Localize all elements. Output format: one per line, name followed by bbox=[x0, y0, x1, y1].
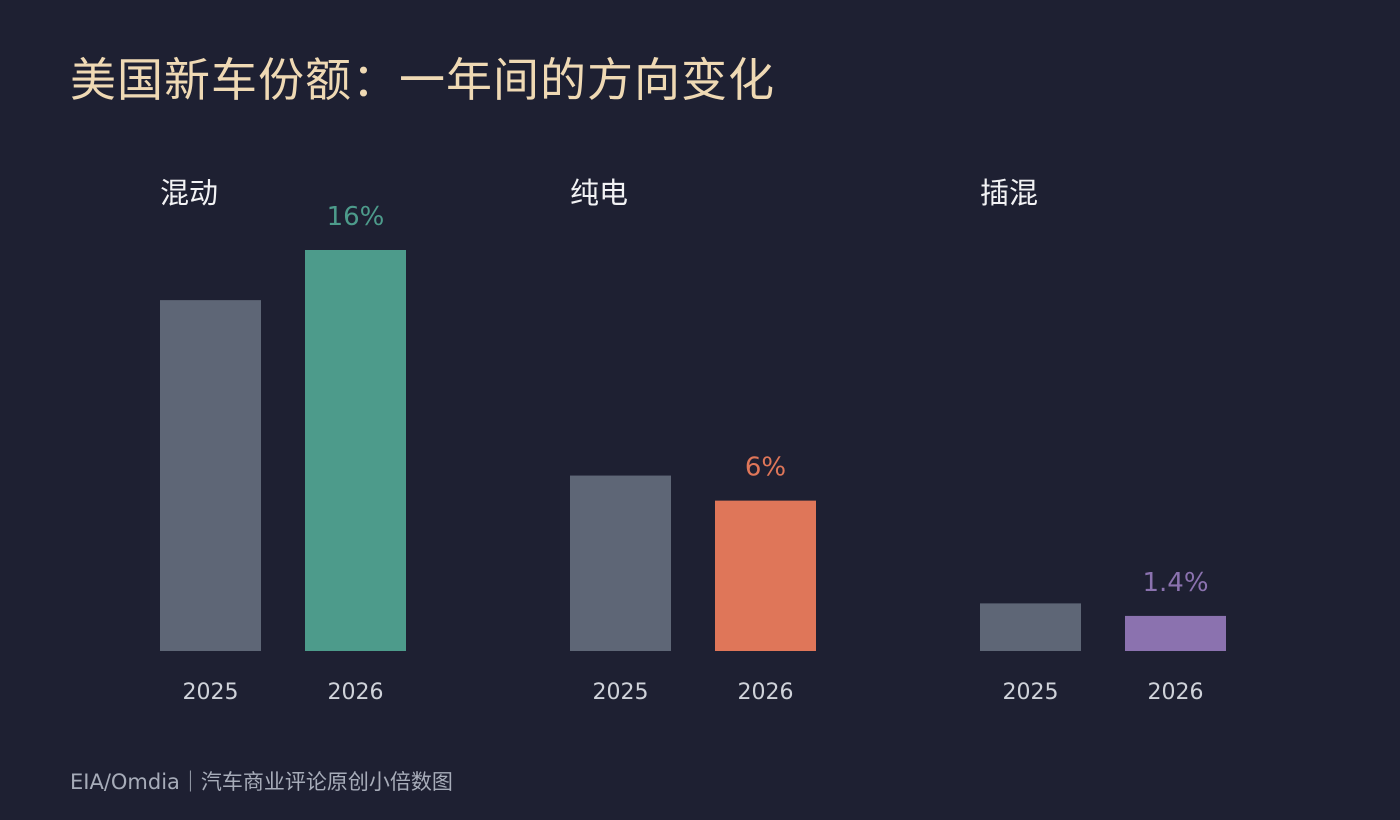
bar-2025 bbox=[980, 603, 1081, 651]
panel-title: 插混 bbox=[980, 176, 1038, 210]
bar-2025 bbox=[570, 475, 671, 651]
panel-title: 混动 bbox=[160, 176, 218, 210]
x-tick-label: 2025 bbox=[1003, 680, 1059, 705]
x-tick-label: 2026 bbox=[738, 680, 794, 705]
source-note: EIA/Omdia｜汽车商业评论原创小倍数图 bbox=[70, 770, 453, 794]
data-label: 16% bbox=[327, 202, 385, 232]
bar-2025 bbox=[160, 300, 261, 651]
x-tick-label: 2026 bbox=[328, 680, 384, 705]
x-tick-label: 2025 bbox=[183, 680, 239, 705]
panel-title: 纯电 bbox=[570, 176, 628, 210]
data-label: 1.4% bbox=[1142, 568, 1208, 598]
bar-2026 bbox=[715, 500, 816, 651]
bar-2026 bbox=[305, 250, 406, 651]
x-tick-label: 2026 bbox=[1148, 680, 1204, 705]
bar-2026 bbox=[1125, 615, 1226, 651]
chart-title: 美国新车份额：一年间的方向变化 bbox=[70, 53, 775, 107]
x-tick-label: 2025 bbox=[593, 680, 649, 705]
data-label: 6% bbox=[745, 453, 786, 483]
